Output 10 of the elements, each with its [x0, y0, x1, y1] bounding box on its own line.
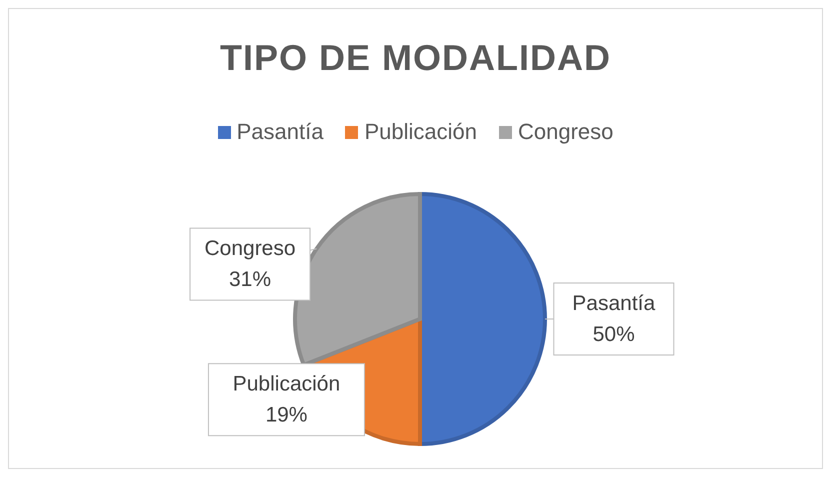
- legend-label: Publicación: [363, 119, 477, 145]
- data-label: 19%: [265, 404, 308, 427]
- legend-label: Pasantía: [236, 119, 324, 145]
- slice-label: Pasantía: [572, 292, 656, 315]
- data-label: 50%: [592, 323, 635, 346]
- legend-label: Congreso: [516, 119, 614, 145]
- data-label: 31%: [229, 268, 272, 292]
- chart-title: TIPO DE MODALIDAD: [219, 37, 612, 79]
- slice-label: Publicación: [232, 372, 340, 396]
- slice-label: Congreso: [204, 237, 296, 260]
